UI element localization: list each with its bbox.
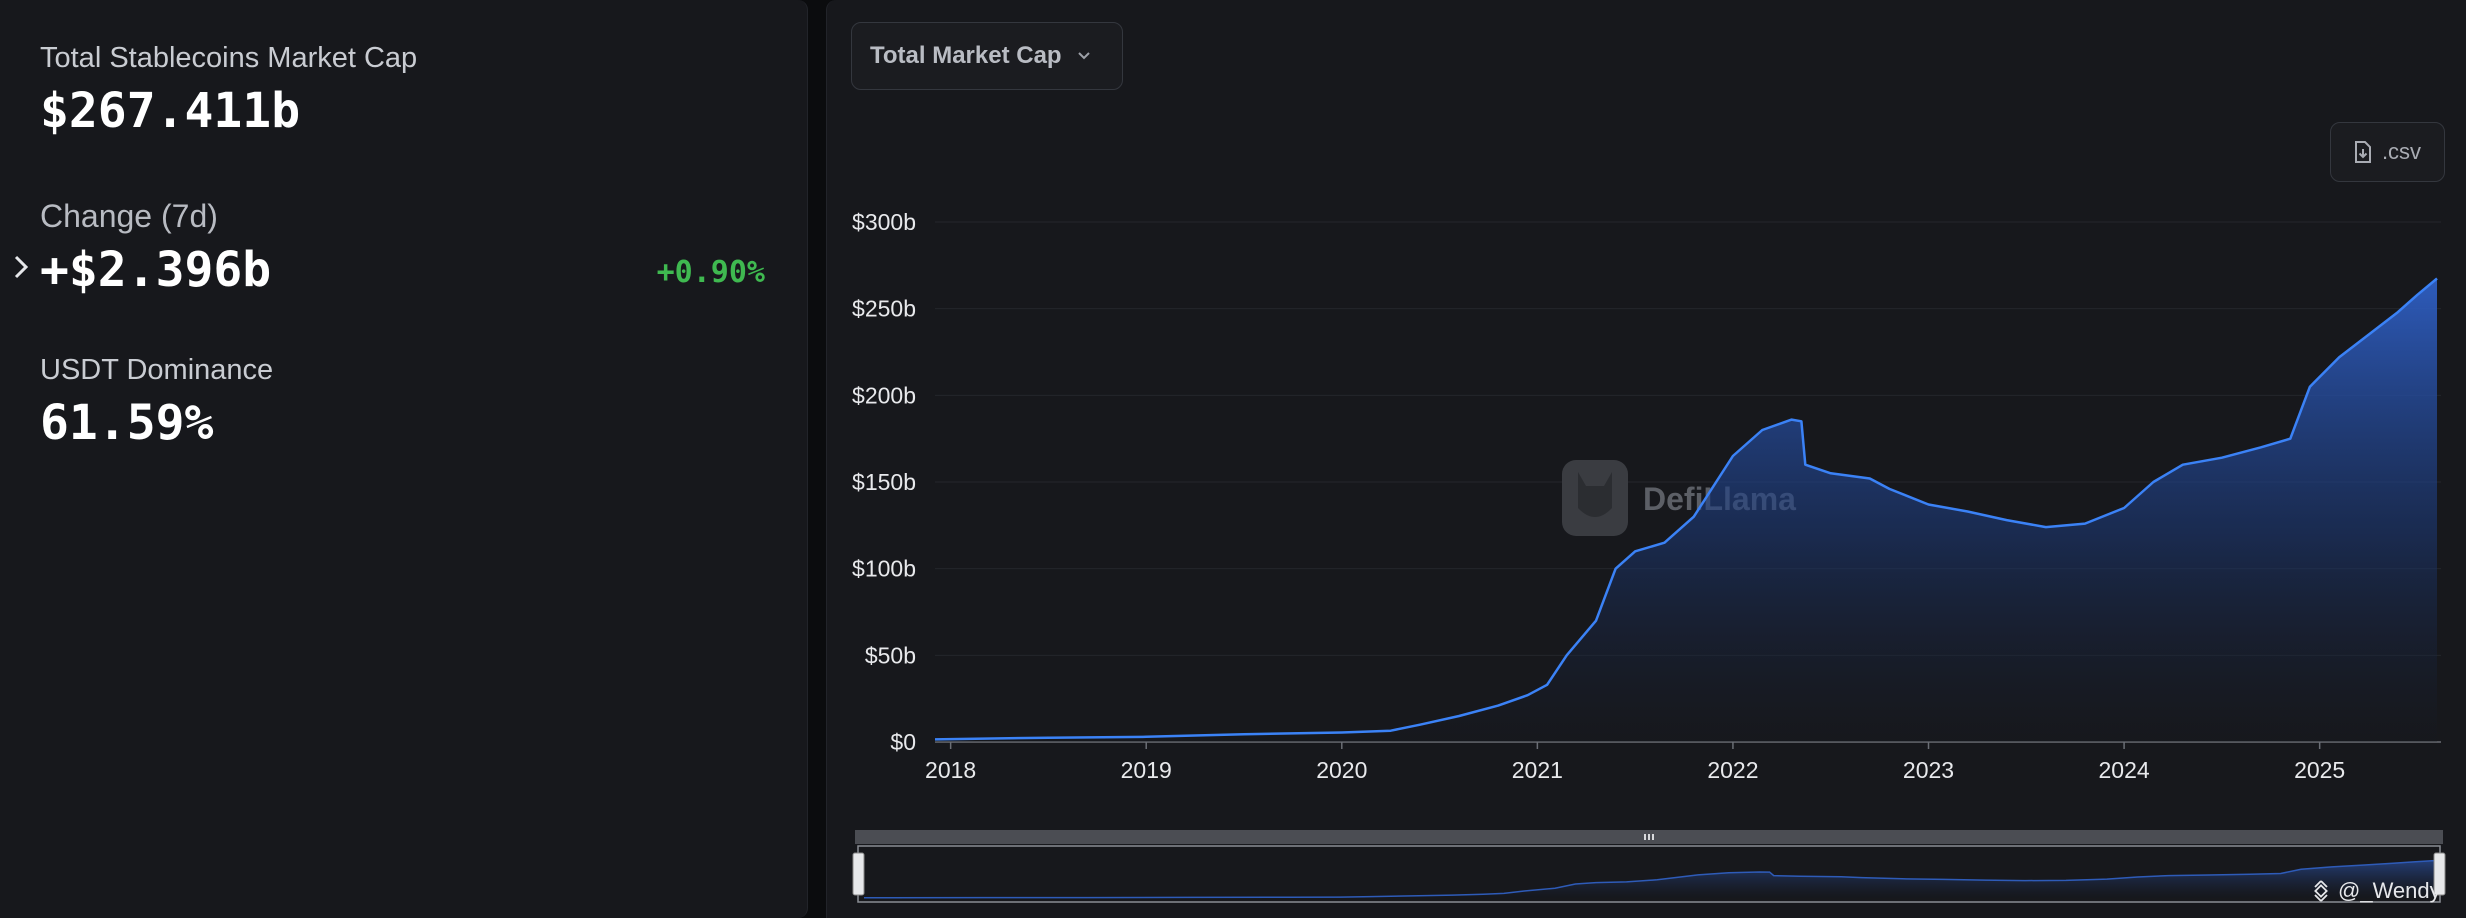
y-tick-label: $150b: [852, 469, 916, 495]
x-tick-label: 2022: [1707, 757, 1758, 783]
change-7d-value: +$2.396b: [40, 242, 272, 298]
x-tick-label: 2019: [1121, 757, 1172, 783]
y-tick-label: $100b: [852, 556, 916, 582]
x-tick-label: 2024: [2098, 757, 2149, 783]
file-download-icon: [2354, 141, 2371, 163]
csv-label: .csv: [2381, 139, 2422, 164]
y-tick-label: $0: [890, 729, 916, 755]
metric-dropdown-label: Total Market Cap: [870, 42, 1062, 69]
total-market-cap-stat: Total Stablecoins Market Cap $267.411b: [40, 42, 418, 139]
x-tick-label: 2023: [1903, 757, 1954, 783]
total-market-cap-label: Total Stablecoins Market Cap: [40, 42, 418, 74]
market-cap-area-series: [934, 277, 2438, 742]
market-cap-area: [935, 278, 2437, 742]
x-tick-label: 2020: [1316, 757, 1367, 783]
change-7d-percent: +0.90%: [656, 255, 765, 290]
binance-logo-icon: [2314, 880, 2328, 902]
x-tick-label: 2021: [1512, 757, 1563, 783]
market-cap-line: [934, 277, 2438, 741]
x-tick-label: 2025: [2294, 757, 2345, 783]
chart-panel: Total Market Cap .csv: [826, 0, 2466, 918]
slider-handle-left[interactable]: [852, 852, 865, 896]
usdt-dominance-value: 61.59%: [40, 395, 214, 451]
x-tick-label: 2018: [925, 757, 976, 783]
slider-handle-right[interactable]: [2433, 852, 2446, 896]
metric-dropdown[interactable]: Total Market Cap: [851, 22, 1123, 90]
credit-tag: @_Wendy: [2310, 878, 2441, 904]
usdt-dominance-stat: USDT Dominance 61.59%: [40, 354, 274, 451]
total-market-cap-value: $267.411b: [40, 83, 301, 139]
date-range-slider[interactable]: [852, 830, 2446, 903]
change-7d-label: Change (7d): [40, 198, 218, 234]
slider-preview-series: [863, 859, 2435, 899]
change-7d-stat[interactable]: Change (7d) +$2.396b: [40, 200, 271, 294]
stats-panel: Total Stablecoins Market Cap $267.411b C…: [0, 0, 808, 918]
csv-download-button[interactable]: .csv: [2330, 122, 2445, 182]
slider-preview-line: [863, 859, 2435, 899]
y-tick-label: $250b: [852, 296, 916, 322]
chevron-down-icon: [1077, 52, 1090, 60]
x-axis: 2018 2019 2020 2021 2022 2023 2024 2025: [925, 742, 2345, 783]
y-tick-label: $50b: [865, 642, 916, 668]
credit-handle: @_Wendy: [2338, 878, 2441, 903]
y-tick-label: $200b: [852, 382, 916, 408]
y-axis: $0 $50b $100b $150b $200b $250b $300b: [852, 209, 916, 755]
slider-preview-area: [864, 860, 2434, 898]
y-tick-label: $300b: [852, 209, 916, 235]
chevron-right-icon[interactable]: [10, 252, 32, 282]
slider-grip-icon[interactable]: [1644, 834, 1654, 840]
usdt-dominance-label: USDT Dominance: [40, 354, 274, 386]
